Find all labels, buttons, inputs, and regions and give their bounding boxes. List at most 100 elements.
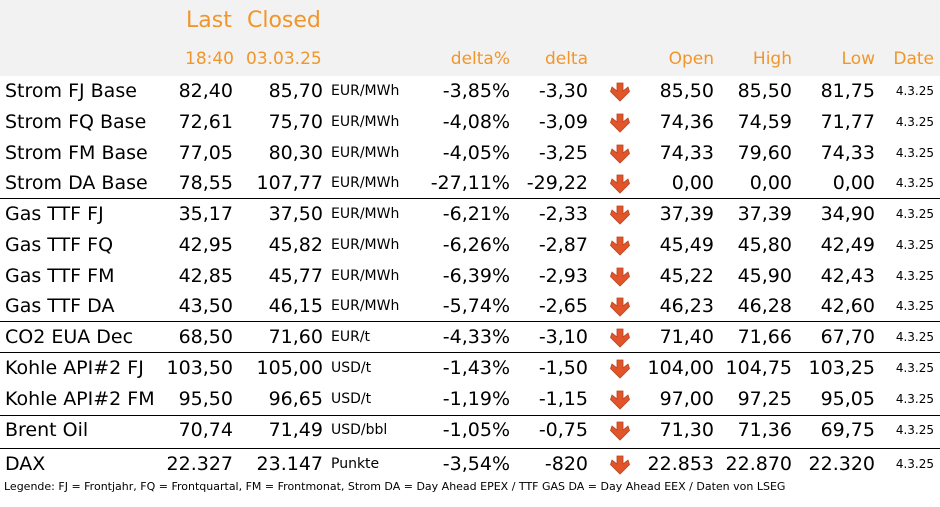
cell-date: 4.3.25 <box>895 392 934 406</box>
header-last: Last <box>186 8 232 33</box>
cell-low: 81,75 <box>820 80 875 102</box>
group-separator <box>0 321 940 322</box>
table-row: Strom FJ Base 82,40 85,70 EUR/MWh -3,85% -3,3… <box>0 76 940 107</box>
cell-low: 22.320 <box>808 453 875 475</box>
cell-open: 104,00 <box>647 357 714 379</box>
cell-closed: 23.147 <box>256 453 323 475</box>
cell-unit: EUR/MWh <box>331 114 400 130</box>
cell-last: 77,05 <box>178 142 233 164</box>
cell-last: 78,55 <box>178 172 233 194</box>
cell-high: 71,66 <box>737 326 792 348</box>
cell-delta-pct: -3,85% <box>442 80 510 102</box>
cell-date: 4.3.25 <box>895 330 934 344</box>
cell-delta: -3,25 <box>538 142 588 164</box>
table-row: DAX 22.327 23.147 Punkte -3,54% -820 22.853 22.… <box>0 449 940 480</box>
cell-unit: EUR/MWh <box>331 83 400 99</box>
cell-last: 95,50 <box>178 388 233 410</box>
header-open: Open <box>668 49 714 69</box>
cell-delta: -1,15 <box>538 388 588 410</box>
cell-open: 85,50 <box>659 80 714 102</box>
cell-high: 0,00 <box>749 172 792 194</box>
header-closed: Closed <box>247 8 321 33</box>
cell-unit: EUR/MWh <box>331 145 400 161</box>
cell-high: 85,50 <box>737 80 792 102</box>
cell-high: 22.870 <box>725 453 792 475</box>
cell-delta-pct: -3,54% <box>442 453 510 475</box>
cell-open: 46,23 <box>659 295 714 317</box>
table-row: Brent Oil 70,74 71,49 USD/bbl -1,05% -0,75 71,… <box>0 415 940 446</box>
cell-delta: -2,65 <box>538 295 588 317</box>
table-row: Strom FM Base 77,05 80,30 EUR/MWh -4,05% -3,2… <box>0 138 940 169</box>
cell-delta: -2,87 <box>538 234 588 256</box>
cell-closed: 45,82 <box>268 234 323 256</box>
cell-delta: -1,50 <box>538 357 588 379</box>
header-closed-date: 03.03.25 <box>246 49 322 69</box>
cell-open: 71,30 <box>659 419 714 441</box>
table-row: CO2 EUA Dec 68,50 71,60 EUR/t -4,33% -3,10 71,… <box>0 322 940 353</box>
cell-delta-pct: -4,33% <box>442 326 510 348</box>
cell-name: Strom DA Base <box>5 172 148 194</box>
cell-date: 4.3.25 <box>895 423 934 437</box>
cell-delta: -820 <box>544 453 588 475</box>
header-delta: delta <box>544 49 588 69</box>
arrow-down-icon <box>610 82 630 102</box>
table-row: Gas TTF FQ 42,95 45,82 EUR/MWh -6,26% -2,87 45… <box>0 230 940 261</box>
cell-unit: EUR/MWh <box>331 206 400 222</box>
cell-closed: 71,60 <box>268 326 323 348</box>
header-last-time: 18:40 <box>185 49 234 69</box>
cell-open: 74,33 <box>659 142 714 164</box>
cell-name: DAX <box>5 453 46 475</box>
group-separator <box>0 352 940 353</box>
cell-name: Kohle API#2 FM <box>5 388 155 410</box>
cell-date: 4.3.25 <box>895 457 934 471</box>
arrow-down-icon <box>610 359 630 379</box>
arrow-down-icon <box>610 174 630 194</box>
cell-open: 37,39 <box>659 203 714 225</box>
cell-high: 45,90 <box>737 265 792 287</box>
legend: Legende: FJ = Frontjahr, FQ = Frontquart… <box>4 480 786 493</box>
cell-closed: 105,00 <box>256 357 323 379</box>
cell-closed: 37,50 <box>268 203 323 225</box>
cell-unit: EUR/MWh <box>331 298 400 314</box>
cell-high: 97,25 <box>737 388 792 410</box>
cell-date: 4.3.25 <box>895 207 934 221</box>
cell-unit: EUR/MWh <box>331 237 400 253</box>
cell-name: Gas TTF FM <box>5 265 115 287</box>
cell-last: 42,85 <box>178 265 233 287</box>
cell-low: 95,05 <box>820 388 875 410</box>
cell-date: 4.3.25 <box>895 361 934 375</box>
cell-closed: 80,30 <box>268 142 323 164</box>
cell-delta-pct: -6,39% <box>442 265 510 287</box>
cell-closed: 107,77 <box>256 172 323 194</box>
cell-date: 4.3.25 <box>895 146 934 160</box>
table-row: Gas TTF FJ 35,17 37,50 EUR/MWh -6,21% -2,33 37… <box>0 199 940 230</box>
cell-last: 82,40 <box>178 80 233 102</box>
cell-date: 4.3.25 <box>895 269 934 283</box>
cell-delta: -2,93 <box>538 265 588 287</box>
cell-last: 103,50 <box>166 357 233 379</box>
arrow-down-icon <box>610 267 630 287</box>
cell-closed: 85,70 <box>268 80 323 102</box>
cell-delta-pct: -5,74% <box>442 295 510 317</box>
cell-date: 4.3.25 <box>895 299 934 313</box>
header-date: Date <box>893 49 934 69</box>
cell-high: 46,28 <box>737 295 792 317</box>
cell-delta: -3,10 <box>538 326 588 348</box>
cell-delta-pct: -1,05% <box>442 419 510 441</box>
header-low: Low <box>841 49 875 69</box>
cell-delta-pct: -1,43% <box>442 357 510 379</box>
cell-unit: EUR/t <box>331 329 371 345</box>
cell-delta: -0,75 <box>538 419 588 441</box>
cell-date: 4.3.25 <box>895 238 934 252</box>
cell-name: Gas TTF DA <box>5 295 115 317</box>
arrow-down-icon <box>610 205 630 225</box>
cell-low: 42,60 <box>820 295 875 317</box>
cell-unit: EUR/MWh <box>331 175 400 191</box>
table-row: Gas TTF DA 43,50 46,15 EUR/MWh -5,74% -2,65 46… <box>0 291 940 322</box>
cell-name: Kohle API#2 FJ <box>5 357 144 379</box>
cell-closed: 71,49 <box>268 419 323 441</box>
cell-date: 4.3.25 <box>895 84 934 98</box>
arrow-down-icon <box>610 328 630 348</box>
cell-unit: USD/t <box>331 360 372 376</box>
group-separator <box>0 198 940 199</box>
